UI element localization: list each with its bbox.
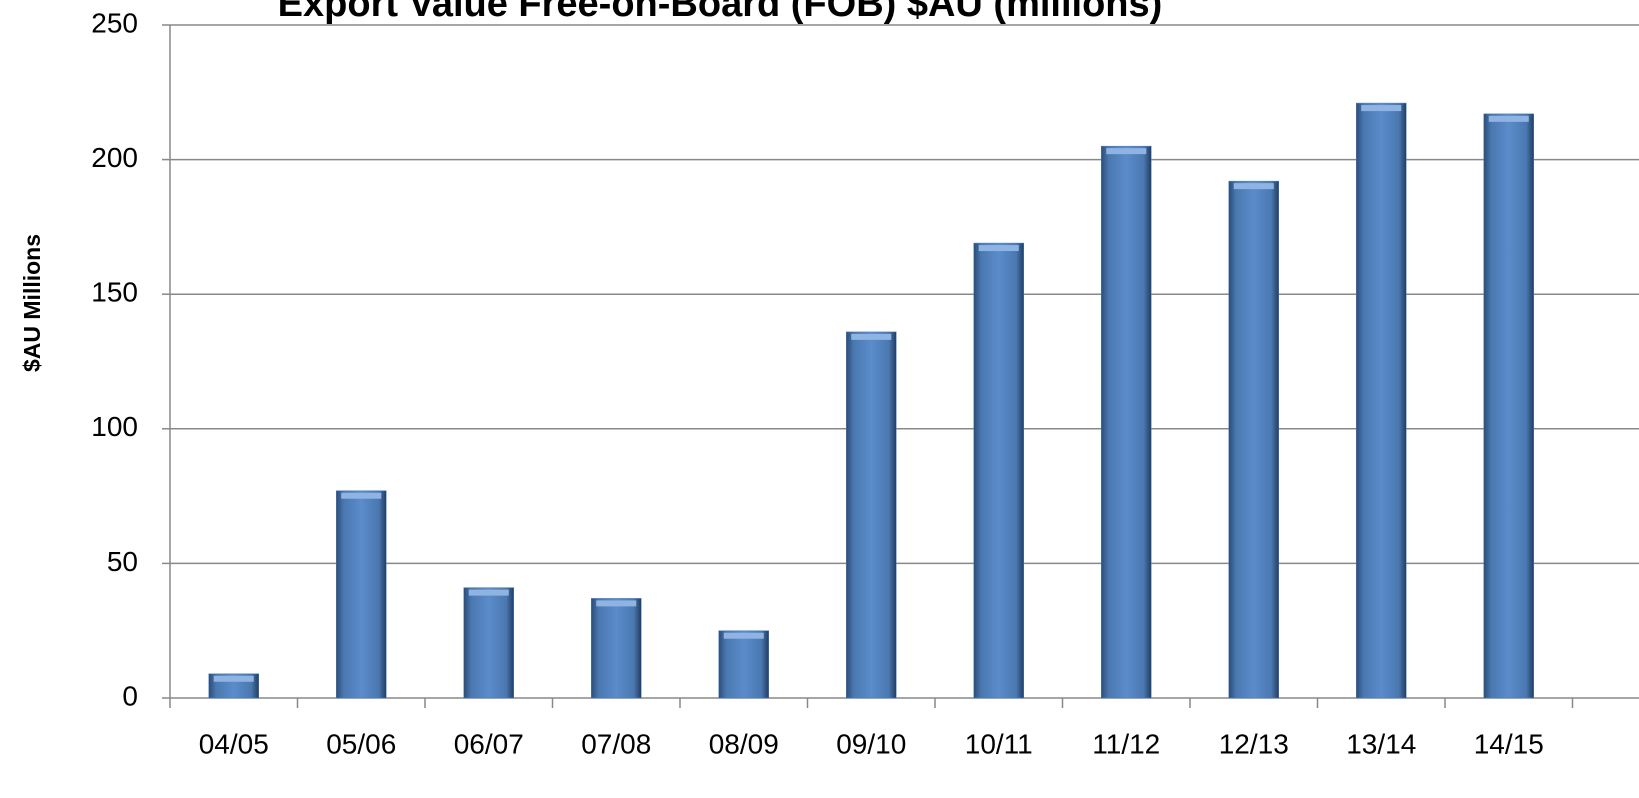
x-tick-label: 12/13 <box>1219 728 1289 759</box>
x-tick-label: 04/05 <box>199 728 269 759</box>
bar-highlight <box>1361 105 1402 112</box>
x-tick-label: 07/08 <box>581 728 651 759</box>
bar <box>1228 180 1279 699</box>
bar <box>846 331 897 699</box>
y-tick-label: 0 <box>122 680 138 711</box>
bar-highlight <box>723 632 764 639</box>
bar-highlight <box>1233 183 1274 190</box>
y-tick-label: 250 <box>91 7 138 38</box>
x-tick-label: 09/10 <box>836 728 906 759</box>
y-tick-label: 100 <box>91 411 138 442</box>
y-tick-label: 50 <box>107 546 138 577</box>
x-tick-label: 11/12 <box>1092 728 1160 759</box>
x-tick-label: 05/06 <box>326 728 396 759</box>
bar-highlight <box>1106 148 1147 155</box>
bar <box>1356 102 1407 699</box>
bar-highlight <box>1488 115 1529 122</box>
y-tick-label: 150 <box>91 277 138 308</box>
chart-title: Export Value Free-on-Board (FOB) $AU (mi… <box>278 0 1163 25</box>
bar-highlight <box>213 675 254 682</box>
x-tick-label: 14/15 <box>1474 728 1544 759</box>
bar <box>336 490 387 699</box>
x-tick-label: 08/09 <box>709 728 779 759</box>
bar-highlight <box>596 600 637 607</box>
bar-highlight <box>341 492 382 499</box>
bar <box>718 630 769 699</box>
bar <box>591 598 642 699</box>
bar-highlight <box>851 333 892 340</box>
y-tick-label: 200 <box>91 142 138 173</box>
y-axis-label: $AU Millions <box>19 234 45 372</box>
bar <box>1483 113 1534 699</box>
x-tick-label: 06/07 <box>454 728 524 759</box>
x-tick-label: 10/11 <box>965 728 1033 759</box>
bar-highlight <box>468 589 509 596</box>
x-tick-label: 13/14 <box>1346 728 1416 759</box>
bar <box>1101 145 1152 699</box>
bar-highlight <box>978 245 1019 252</box>
bar <box>463 587 514 699</box>
bar <box>973 242 1024 699</box>
